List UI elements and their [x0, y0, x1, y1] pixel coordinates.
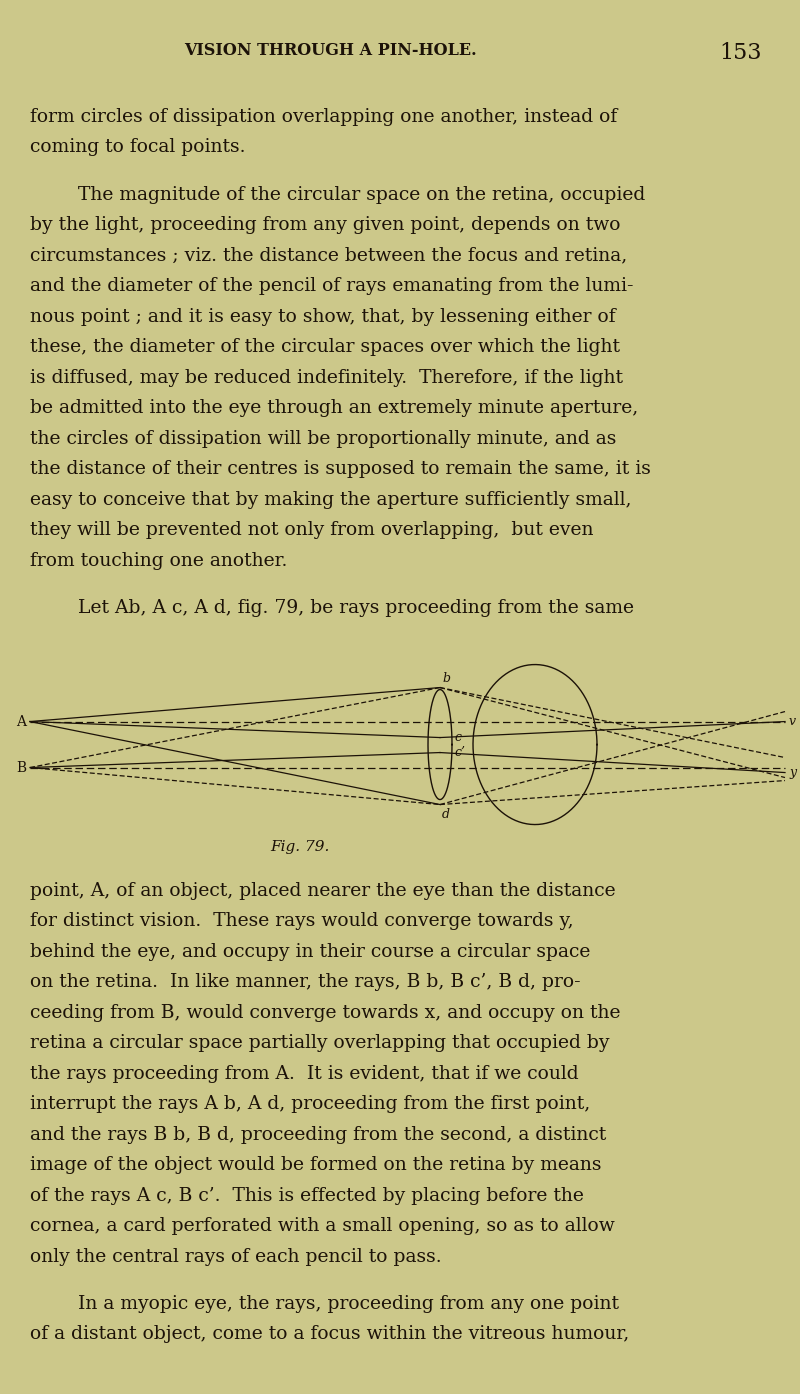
- Text: b: b: [442, 672, 450, 684]
- Text: is diffused, may be reduced indefinitely.  Therefore, if the light: is diffused, may be reduced indefinitely…: [30, 369, 623, 386]
- Text: retina a circular space partially overlapping that occupied by: retina a circular space partially overla…: [30, 1034, 610, 1052]
- Text: the rays proceeding from Α.  It is evident, that if we could: the rays proceeding from Α. It is eviden…: [30, 1065, 578, 1083]
- Text: point, Α, of an object, placed nearer the eye than the distance: point, Α, of an object, placed nearer th…: [30, 881, 616, 899]
- Text: of the rays Α c, Β c’.  This is effected by placing before the: of the rays Α c, Β c’. This is effected …: [30, 1186, 584, 1204]
- Text: circumstances ; viz. the distance between the focus and retina,: circumstances ; viz. the distance betwee…: [30, 247, 627, 265]
- Text: Let Αb, Α c, Α d, fig. 79, be rays proceeding from the same: Let Αb, Α c, Α d, fig. 79, be rays proce…: [78, 599, 634, 618]
- Text: from touching one another.: from touching one another.: [30, 552, 287, 570]
- Text: only the central rays of each pencil to pass.: only the central rays of each pencil to …: [30, 1248, 442, 1266]
- Text: cornea, a card perforated with a small opening, so as to allow: cornea, a card perforated with a small o…: [30, 1217, 614, 1235]
- Text: In a myopic eye, the rays, proceeding from any one point: In a myopic eye, the rays, proceeding fr…: [78, 1295, 619, 1313]
- Text: on the retina.  In like manner, the rays, Β b, Β c’, Β d, pro-: on the retina. In like manner, the rays,…: [30, 973, 581, 991]
- Text: behind the eye, and occupy in their course a circular space: behind the eye, and occupy in their cour…: [30, 942, 590, 960]
- Text: they will be prevented not only from overlapping,  but even: they will be prevented not only from ove…: [30, 521, 594, 539]
- Text: for distinct vision.  These rays would converge towards y,: for distinct vision. These rays would co…: [30, 912, 574, 930]
- Text: of a distant object, come to a focus within the vitreous humour,: of a distant object, come to a focus wit…: [30, 1326, 630, 1344]
- Text: A: A: [16, 715, 26, 729]
- Text: the distance of their centres is supposed to remain the same, it is: the distance of their centres is suppose…: [30, 460, 651, 478]
- Text: d: d: [442, 807, 450, 821]
- Text: coming to focal points.: coming to focal points.: [30, 138, 246, 156]
- Text: these, the diameter of the circular spaces over which the light: these, the diameter of the circular spac…: [30, 339, 620, 357]
- Text: v: v: [789, 715, 796, 728]
- Text: and the rays Β b, Β d, proceeding from the second, a distinct: and the rays Β b, Β d, proceeding from t…: [30, 1125, 606, 1143]
- Text: ceeding from Β, would converge towards x, and occupy on the: ceeding from Β, would converge towards x…: [30, 1004, 621, 1022]
- Text: Fig. 79.: Fig. 79.: [270, 839, 330, 853]
- Text: interrupt the rays Α b, Α d, proceeding from the first point,: interrupt the rays Α b, Α d, proceeding …: [30, 1096, 590, 1112]
- Text: y: y: [789, 767, 796, 779]
- Text: B: B: [16, 761, 26, 775]
- Text: c: c: [454, 730, 461, 744]
- Text: easy to conceive that by making the aperture sufficiently small,: easy to conceive that by making the aper…: [30, 491, 631, 509]
- Text: c’: c’: [454, 746, 465, 760]
- Text: form circles of dissipation overlapping one another, instead of: form circles of dissipation overlapping …: [30, 107, 618, 125]
- Text: 153: 153: [719, 42, 762, 64]
- Text: VISION THROUGH A PIN-HOLE.: VISION THROUGH A PIN-HOLE.: [184, 42, 476, 59]
- Text: The magnitude of the circular space on the retina, occupied: The magnitude of the circular space on t…: [78, 185, 646, 204]
- Text: image of the object would be formed on the retina by means: image of the object would be formed on t…: [30, 1156, 602, 1174]
- Text: by the light, proceeding from any given point, depends on two: by the light, proceeding from any given …: [30, 216, 621, 234]
- Text: nous point ; and it is easy to show, that, by lessening either of: nous point ; and it is easy to show, tha…: [30, 308, 616, 326]
- Text: and the diameter of the pencil of rays emanating from the lumi-: and the diameter of the pencil of rays e…: [30, 277, 634, 296]
- Text: the circles of dissipation will be proportionally minute, and as: the circles of dissipation will be propo…: [30, 429, 616, 447]
- Text: be admitted into the eye through an extremely minute aperture,: be admitted into the eye through an extr…: [30, 399, 638, 417]
